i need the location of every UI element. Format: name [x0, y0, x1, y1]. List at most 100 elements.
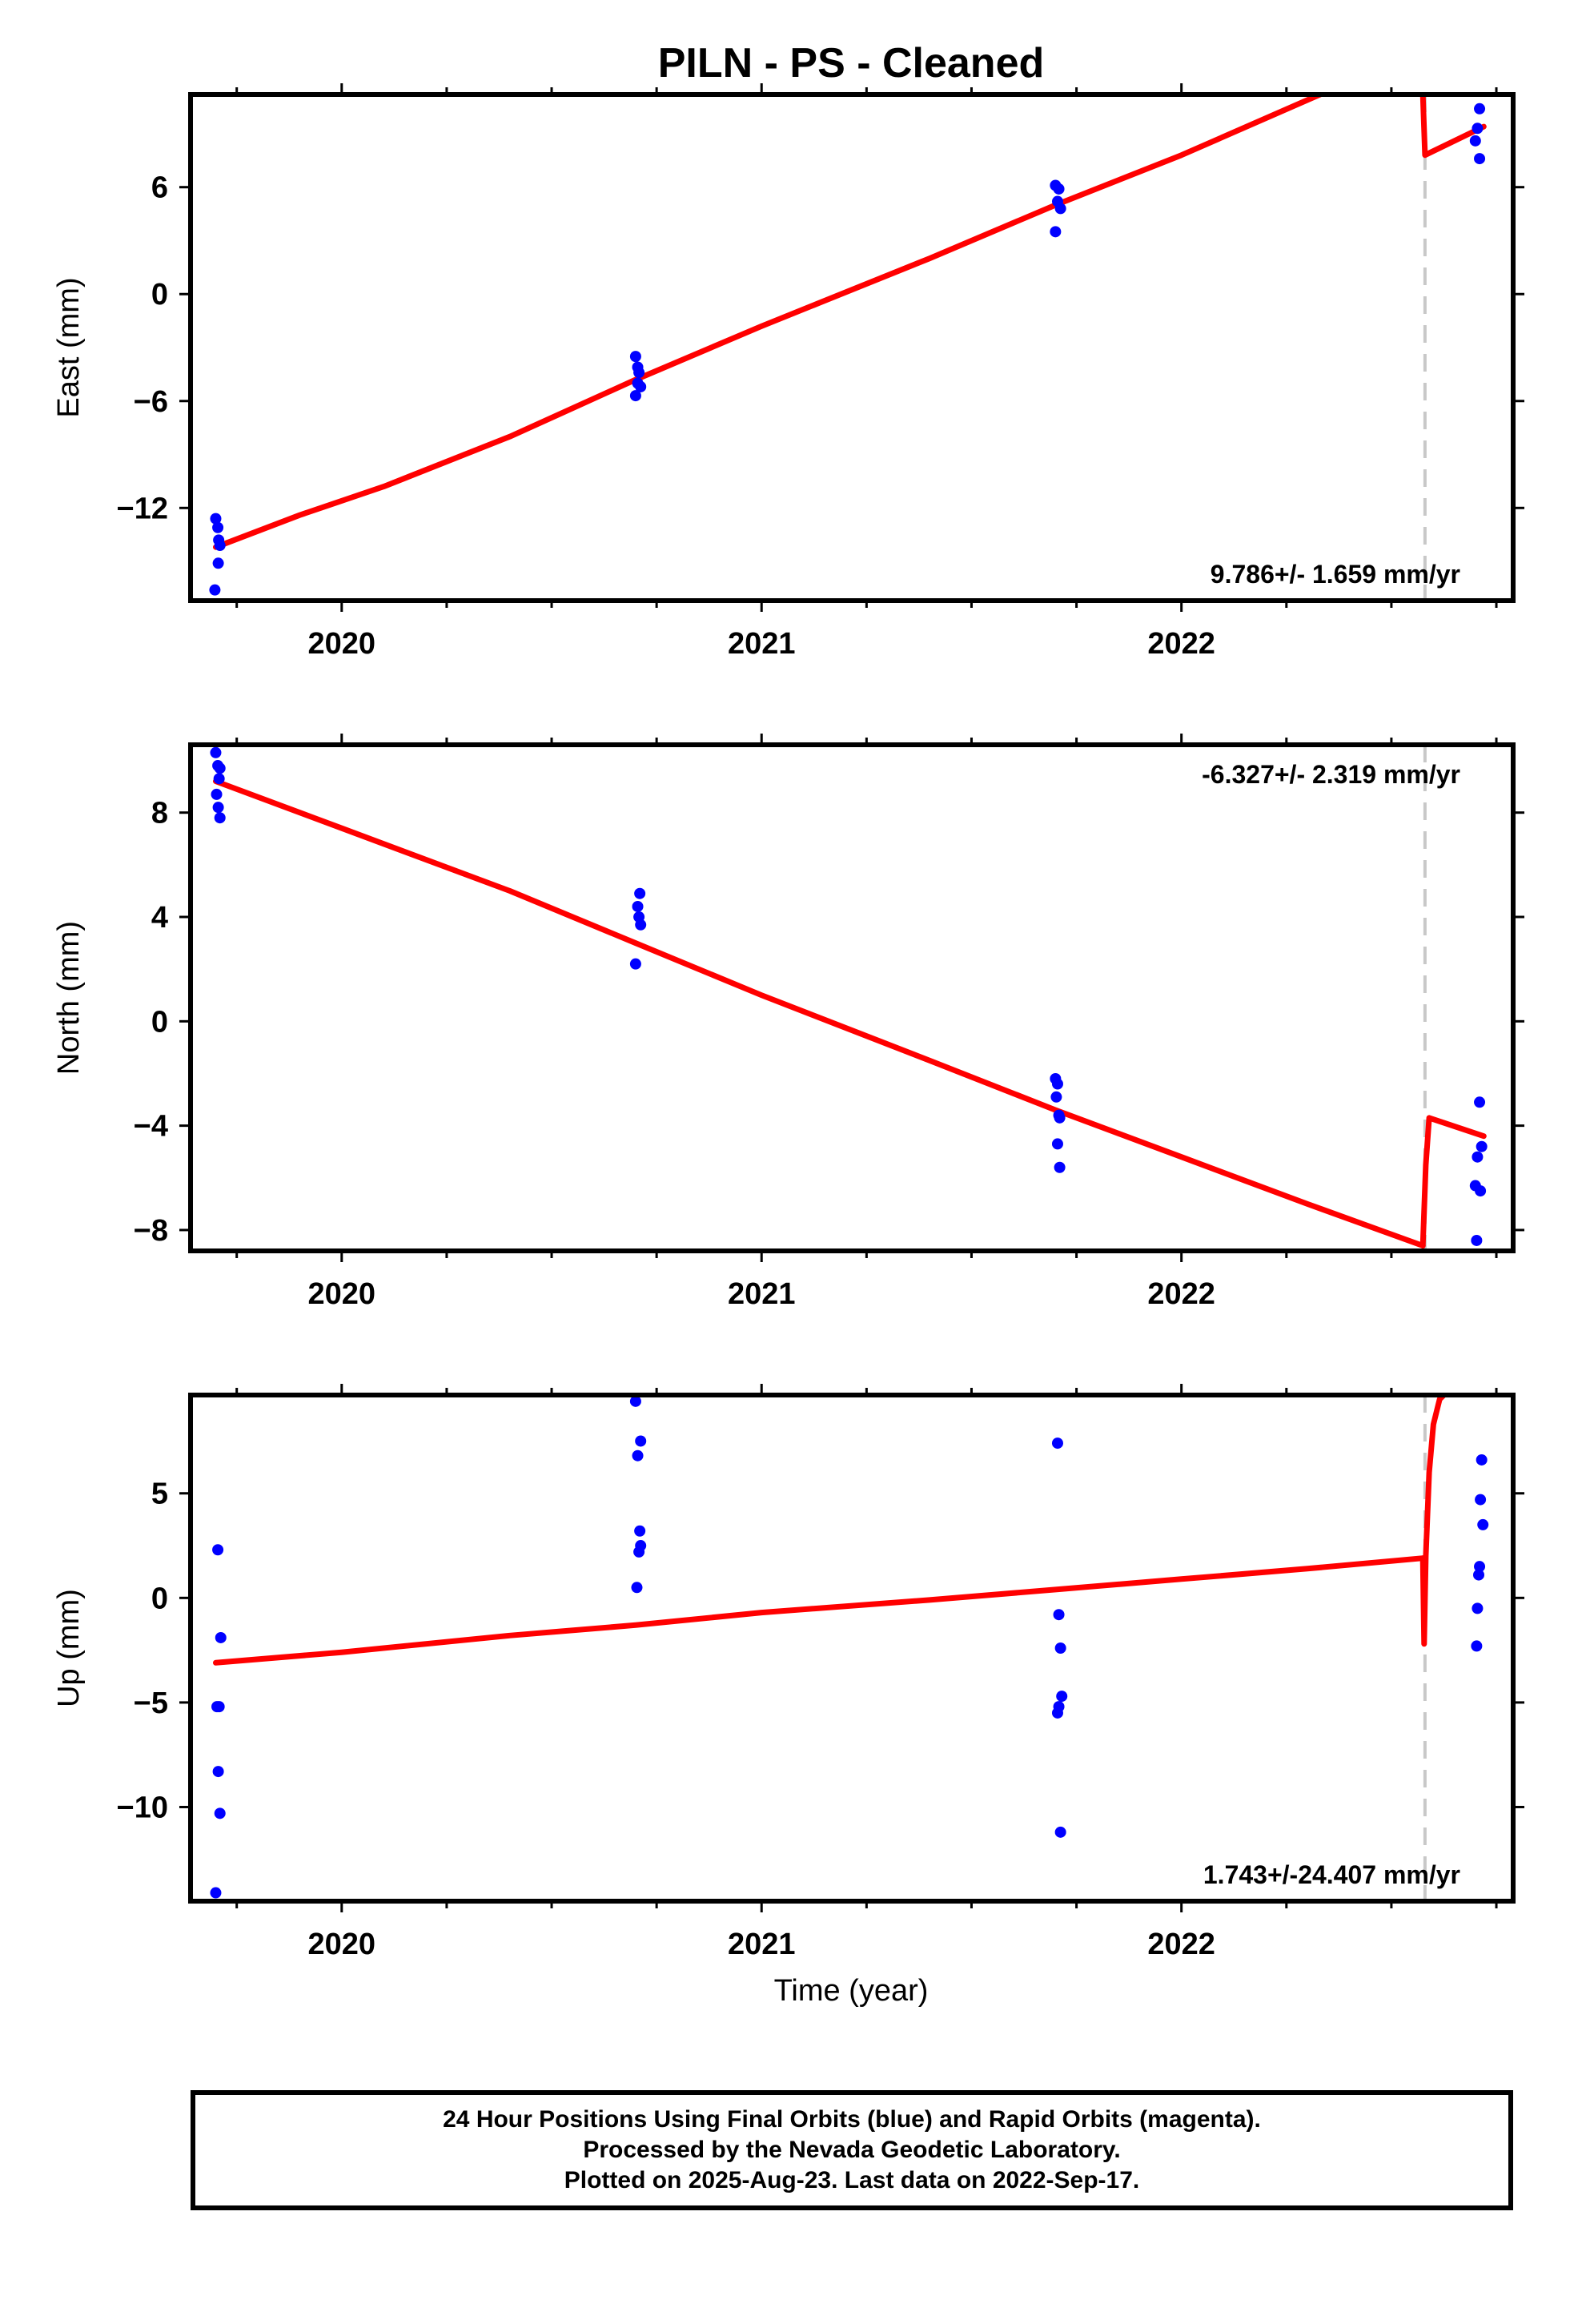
- up-y-tick-label: 0: [151, 1582, 168, 1615]
- x-axis-label: Time (year): [774, 1974, 929, 2008]
- up-data-point: [635, 1435, 647, 1447]
- east-rate-label: 9.786+/- 1.659 mm/yr: [1211, 560, 1460, 589]
- north-y-tick-label: −4: [134, 1110, 168, 1144]
- up-data-point: [1472, 1602, 1484, 1614]
- up-data-point: [212, 1544, 224, 1556]
- up-data-point: [1054, 1642, 1066, 1654]
- north-data-point: [634, 887, 646, 899]
- up-data-point: [633, 1546, 645, 1558]
- up-data-point: [634, 1525, 646, 1537]
- panel-east: 2020 2021 2022 −12 −6 0 6 East (mm) 9.786+/- 1.6…: [52, 83, 1524, 661]
- up-data-point: [1056, 1691, 1068, 1703]
- up-data-point: [1054, 1826, 1066, 1838]
- east-data-point: [1472, 123, 1484, 135]
- footer-line-1: 24 Hour Positions Using Final Orbits (bl…: [443, 2106, 1261, 2133]
- up-data-point: [1053, 1609, 1065, 1621]
- up-data-point: [210, 1887, 222, 1899]
- up-data-point: [1474, 1561, 1486, 1573]
- north-x-tick-label: 2022: [1147, 1277, 1215, 1311]
- up-data-point: [1477, 1518, 1489, 1530]
- east-frame: [188, 92, 1516, 603]
- up-x-tick-label: 2021: [728, 1928, 796, 1961]
- east-data-point: [214, 540, 226, 552]
- north-data-point: [211, 788, 223, 800]
- north-model-line: [213, 778, 1426, 1248]
- east-data-point: [1474, 153, 1486, 165]
- north-data-point: [629, 958, 641, 970]
- north-y-tick-label: 4: [151, 901, 168, 935]
- east-data-point: [209, 584, 221, 596]
- north-data-point: [1054, 1161, 1066, 1173]
- chart-title: PILN - PS - Cleaned: [658, 40, 1045, 86]
- east-data-point: [210, 513, 222, 525]
- north-x-tick-label: 2021: [728, 1277, 796, 1311]
- north-y-tick-label: −8: [134, 1214, 168, 1248]
- east-x-tick-label: 2021: [728, 627, 796, 661]
- north-data-point: [210, 746, 222, 758]
- north-data-point: [1476, 1140, 1488, 1152]
- north-data-point: [1471, 1234, 1483, 1246]
- up-data-point: [214, 1807, 226, 1819]
- east-data-point: [1050, 226, 1062, 238]
- east-data-point: [629, 351, 641, 363]
- east-data-point: [1474, 103, 1486, 115]
- up-x-tick-label: 2020: [308, 1928, 376, 1961]
- east-x-tick-label: 2020: [308, 627, 376, 661]
- north-data-point: [1050, 1091, 1062, 1103]
- up-data-point: [1472, 1569, 1484, 1581]
- up-y-tick-label: 5: [151, 1478, 168, 1511]
- east-plot-area: [209, 94, 1487, 596]
- north-data-point: [1054, 1112, 1066, 1124]
- footer-line-2: Processed by the Nevada Geodetic Laborat…: [583, 2137, 1121, 2163]
- panel-north: 2020 2021 2022 −8 −4 0 4 8 North (mm) -6.327+/- 2…: [52, 734, 1524, 1311]
- up-data-point: [1475, 1494, 1487, 1506]
- north-data-point: [632, 900, 644, 912]
- east-data-point: [633, 367, 645, 379]
- up-y-axis-label: Up (mm): [52, 1589, 86, 1707]
- north-data-point: [1475, 1185, 1487, 1197]
- east-model-line: [213, 94, 1323, 550]
- east-data-point: [1054, 203, 1066, 215]
- up-data-point: [631, 1582, 643, 1594]
- north-data-point: [1051, 1078, 1063, 1090]
- east-y-axis-label: East (mm): [52, 277, 86, 417]
- east-data-point: [212, 521, 224, 533]
- up-data-point: [1476, 1454, 1488, 1466]
- up-model-line-post: [1419, 1395, 1447, 1647]
- up-y-tick-label: −10: [117, 1791, 168, 1824]
- east-data-point: [1053, 183, 1065, 195]
- north-data-point: [214, 812, 226, 824]
- north-data-point: [212, 802, 224, 814]
- north-data-point: [1474, 1096, 1486, 1108]
- up-plot-area: [210, 1395, 1489, 1899]
- north-plot-area: [210, 746, 1488, 1248]
- up-data-point: [632, 1449, 644, 1462]
- up-data-point: [629, 1395, 641, 1407]
- east-y-tick-label: 6: [151, 171, 168, 205]
- up-data-point: [1471, 1640, 1483, 1652]
- east-x-tick-label: 2022: [1147, 627, 1215, 661]
- up-model-line: [213, 1555, 1426, 1666]
- up-x-tick-label: 2022: [1147, 1928, 1215, 1961]
- east-data-point: [635, 380, 647, 392]
- east-data-point: [1469, 135, 1481, 147]
- up-frame: [188, 1393, 1516, 1904]
- footer-box: 24 Hour Positions Using Final Orbits (bl…: [191, 2090, 1513, 2210]
- east-data-point: [629, 390, 641, 402]
- up-data-point: [1051, 1437, 1063, 1449]
- east-model-line-post: [1419, 94, 1487, 159]
- north-data-point: [1051, 1138, 1063, 1150]
- north-x-tick-label: 2020: [308, 1277, 376, 1311]
- north-y-tick-label: 8: [151, 797, 168, 830]
- east-y-tick-label: −12: [117, 492, 168, 525]
- north-y-tick-label: 0: [151, 1005, 168, 1039]
- up-data-point: [1051, 1707, 1063, 1719]
- north-model-line-post: [1419, 1115, 1487, 1248]
- up-data-point: [215, 1631, 227, 1643]
- east-data-point: [212, 557, 224, 569]
- east-y-tick-label: 0: [151, 278, 168, 312]
- north-rate-label: -6.327+/- 2.319 mm/yr: [1202, 760, 1460, 789]
- up-data-point: [212, 1766, 224, 1778]
- up-y-tick-label: −5: [134, 1687, 168, 1720]
